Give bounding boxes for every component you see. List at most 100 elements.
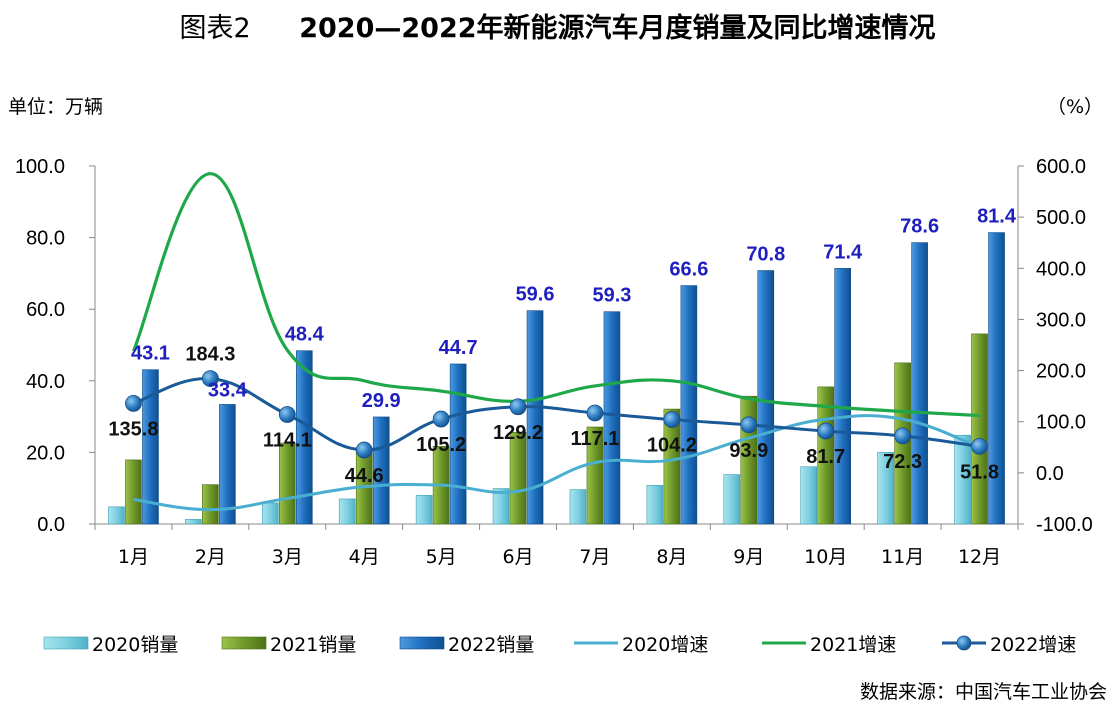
right-axis-unit: （%） [1046,96,1103,118]
bar-2020销量 [338,498,356,525]
marker-2022增速 [971,437,988,455]
bar-2021销量 [125,459,142,525]
marker-2022增速 [201,370,219,388]
bar-2020销量 [877,452,894,525]
marker-2022增速 [663,411,681,428]
x-category-label: 10月 [804,546,847,568]
legend-item: 2020增速 [574,634,708,656]
bar-2020销量 [569,489,587,525]
legend-swatch [399,636,445,650]
bar-2020销量 [646,485,664,525]
x-category-label: 9月 [733,546,764,568]
label-2022-sales: 78.6 [900,216,939,238]
bar-2022销量 [449,363,467,525]
x-category-label: 2月 [195,546,226,568]
bar-2022销量 [142,369,159,525]
marker-2022增速 [509,398,527,416]
right-y-tick-label: 600.0 [1036,156,1086,178]
legend-label: 2022增速 [990,634,1076,656]
legend-label: 2022销量 [448,634,534,656]
right-y-tick-label: 100.0 [1036,412,1086,434]
right-y-tick-label: 200.0 [1036,361,1086,383]
label-2022-sales: 70.8 [746,244,785,266]
left-y-tick-label: 0.0 [37,514,65,536]
bar-2022销量 [295,350,313,525]
bar-2022销量 [834,268,852,525]
legend-marker [956,635,972,651]
x-category-label: 3月 [272,546,303,568]
label-2022-growth: 129.2 [493,422,543,444]
chart-title-text: 2020—2022年新能源汽车月度销量及同比增速情况 [299,13,936,44]
label-2022-sales: 71.4 [823,241,863,263]
marker-2022增速 [355,441,373,459]
label-2022-sales: 29.9 [362,390,401,412]
legend-label: 2021增速 [810,634,896,656]
x-category-label: 1月 [118,546,149,568]
marker-2022增速 [432,410,450,428]
bar-2022销量 [526,310,544,525]
label-2022-sales: 59.3 [592,285,631,307]
legend-label: 2020销量 [92,634,178,656]
bar-2022销量 [603,311,621,525]
x-category-label: 7月 [579,546,610,568]
bar-2021销量 [663,408,681,525]
label-2022-growth: 104.2 [647,435,697,457]
left-axis-unit: 单位：万辆 [8,96,104,118]
label-2022-growth: 51.8 [960,461,999,483]
bar-2022销量 [219,404,236,525]
legend-swatch [221,636,267,650]
left-y-tick-label: 20.0 [26,442,65,464]
x-category-label: 5月 [426,546,457,568]
bar-2020销量 [108,506,125,525]
label-2022-sales: 59.6 [516,284,555,306]
label-2022-sales: 44.7 [439,337,478,359]
left-y-tick-label: 80.0 [26,228,65,250]
label-2022-growth: 184.3 [185,344,235,366]
line-2021增速 [131,172,980,418]
bar-2021销量 [202,484,219,525]
right-y-tick-label: 0.0 [1036,463,1064,485]
bar-2022销量 [988,232,1005,525]
bar-2020销量 [492,488,510,525]
legend-label: 2021销量 [270,634,356,656]
bar-2022销量 [680,285,698,525]
label-2022-growth: 93.9 [729,440,768,462]
label-2022-sales: 66.6 [669,259,708,281]
x-category-label: 8月 [656,546,687,568]
label-2022-sales: 33.4 [208,379,248,401]
legend-item: 2021销量 [221,634,356,656]
line-2022增速 [132,377,980,452]
marker-2022增速 [740,416,758,434]
bar-2021销量 [971,333,988,525]
left-y-tick-label: 60.0 [26,299,65,321]
bar-2020销量 [800,466,818,525]
bar-2022销量 [911,242,928,525]
legend-label: 2020增速 [622,634,708,656]
bar-2020销量 [954,434,971,525]
right-y-tick-label: -100.0 [1036,514,1093,536]
label-2022-growth: 44.6 [345,465,384,487]
bar-2022销量 [757,270,775,525]
marker-2022增速 [586,404,604,422]
bar-2020销量 [185,519,202,525]
left-y-tick-label: 100.0 [15,156,65,178]
label-2022-growth: 105.2 [416,434,466,456]
legend-swatch [43,636,89,650]
bar-2021销量 [509,432,527,525]
right-y-tick-label: 500.0 [1036,207,1086,229]
left-y-tick-label: 40.0 [26,371,65,393]
bar-2020销量 [723,474,741,525]
label-2022-growth: 81.7 [806,446,845,468]
marker-2022增速 [125,395,142,412]
marker-2022增速 [278,406,296,423]
label-2022-growth: 72.3 [883,451,922,473]
legend-item: 2022销量 [399,634,534,656]
x-category-label: 12月 [958,546,1001,568]
legend-item: 2022增速 [942,634,1076,656]
x-category-label: 6月 [502,546,533,568]
label-2022-sales: 81.4 [977,206,1017,228]
chart-title: 图表2 2020—2022年新能源汽车月度销量及同比增速情况 [0,6,1115,45]
right-y-tick-label: 400.0 [1036,258,1086,280]
legend-item: 2020销量 [43,634,178,656]
